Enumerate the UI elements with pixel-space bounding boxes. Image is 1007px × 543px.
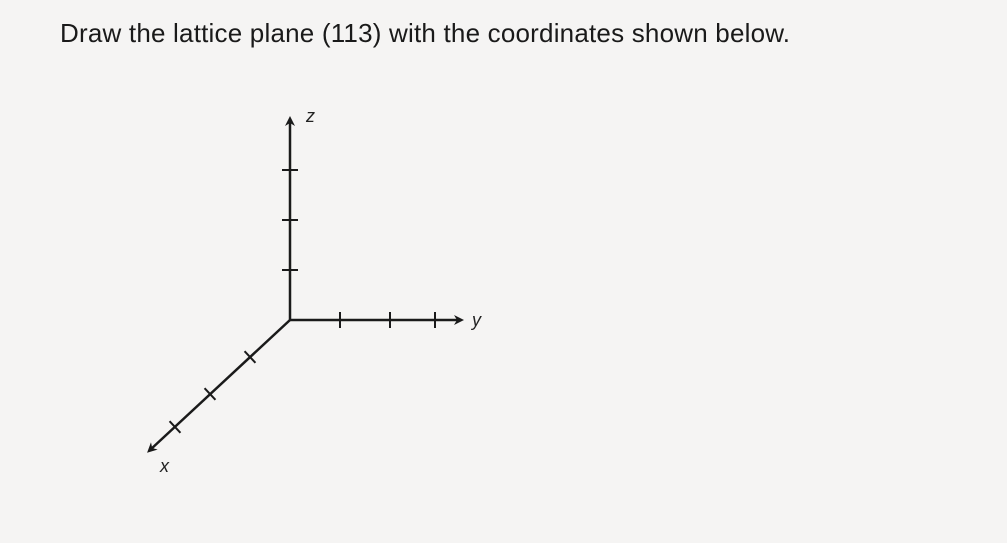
- page-root: Draw the lattice plane (113) with the co…: [0, 0, 1007, 543]
- instruction-text: Draw the lattice plane (113) with the co…: [60, 18, 790, 49]
- z-axis-label: z: [305, 106, 315, 126]
- y-axis-label: y: [470, 310, 482, 330]
- x-axis-line: [150, 320, 290, 450]
- x-axis-label: x: [159, 456, 170, 476]
- axes-diagram: z y x: [90, 80, 510, 500]
